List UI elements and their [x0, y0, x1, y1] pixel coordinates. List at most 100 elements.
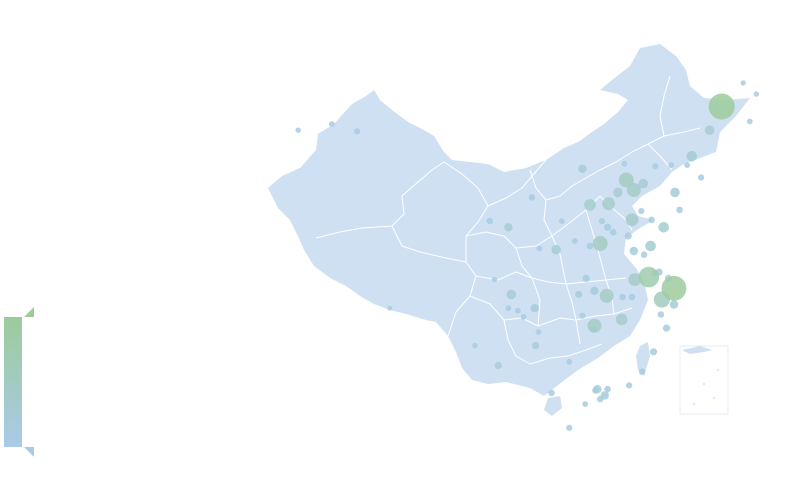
city-bubble[interactable] [600, 391, 609, 400]
inset-coast [682, 346, 712, 354]
city-bubble[interactable] [532, 342, 540, 350]
city-bubble[interactable] [506, 289, 517, 300]
city-bubble[interactable] [626, 183, 641, 197]
city-bubble[interactable] [621, 160, 628, 167]
inset-frame [679, 345, 729, 415]
city-bubble[interactable] [530, 304, 539, 313]
city-bubble[interactable] [662, 324, 671, 332]
city-bubble[interactable] [618, 172, 634, 188]
city-bubble[interactable] [613, 187, 623, 198]
city-bubble[interactable] [638, 178, 648, 189]
city-bubble[interactable] [575, 290, 583, 299]
city-bubble[interactable] [619, 293, 626, 301]
city-bubble[interactable] [328, 121, 335, 127]
city-bubble[interactable] [628, 273, 642, 286]
city-bubble[interactable] [638, 368, 646, 376]
city-bubble[interactable] [604, 223, 612, 231]
city-bubble[interactable] [592, 236, 608, 251]
city-bubble[interactable] [708, 93, 735, 120]
city-bubble[interactable] [584, 199, 596, 211]
legend-gradient-bar [4, 317, 22, 447]
city-bubble[interactable] [505, 305, 512, 312]
city-bubble[interactable] [354, 128, 361, 135]
city-bubble[interactable] [629, 246, 638, 256]
city-bubble[interactable] [746, 118, 753, 125]
city-bubble[interactable] [661, 275, 687, 301]
city-bubble[interactable] [753, 91, 759, 97]
city-bubble[interactable] [645, 240, 656, 252]
city-bubble[interactable] [295, 127, 301, 133]
city-bubble[interactable] [582, 401, 589, 407]
city-bubble[interactable] [640, 251, 648, 258]
city-bubble[interactable] [602, 197, 615, 211]
hainan-shape [544, 396, 562, 416]
city-bubble[interactable] [536, 245, 543, 252]
city-bubble[interactable] [615, 313, 628, 326]
city-bubble[interactable] [578, 164, 587, 173]
city-bubble[interactable] [593, 385, 602, 394]
province-border [515, 247, 541, 327]
city-bubble[interactable] [698, 174, 705, 181]
city-bubble[interactable] [582, 274, 590, 282]
city-bubble[interactable] [587, 318, 602, 333]
visual-map-legend[interactable] [0, 300, 40, 470]
city-bubble[interactable] [586, 242, 594, 250]
city-bubble[interactable] [486, 217, 494, 225]
taiwan-shape [636, 342, 650, 376]
city-bubble[interactable] [624, 232, 632, 240]
city-bubble[interactable] [590, 286, 599, 295]
city-bubble[interactable] [638, 208, 645, 215]
inset-island [703, 383, 705, 385]
city-bubble[interactable] [548, 389, 555, 397]
city-bubble[interactable] [504, 223, 513, 232]
province-border [475, 271, 627, 285]
city-bubble[interactable] [566, 358, 573, 365]
city-bubble[interactable] [625, 213, 639, 227]
province-border [503, 319, 603, 365]
inset-island [693, 403, 695, 405]
city-bubble[interactable] [491, 276, 498, 283]
province-border [465, 195, 601, 249]
city-bubble[interactable] [649, 348, 658, 356]
legend-min-handle[interactable] [24, 447, 34, 457]
city-bubble[interactable] [520, 314, 527, 320]
city-bubble[interactable] [626, 382, 633, 389]
city-bubble[interactable] [704, 125, 715, 135]
province-border [585, 209, 615, 315]
city-bubble[interactable] [535, 329, 542, 335]
city-bubble[interactable] [652, 163, 659, 170]
province-border [659, 75, 671, 137]
province-border [545, 127, 701, 201]
city-bubble[interactable] [572, 238, 578, 244]
city-bubble[interactable] [604, 385, 611, 393]
city-bubble[interactable] [657, 311, 665, 318]
city-bubble[interactable] [494, 361, 502, 370]
city-bubble[interactable] [669, 300, 679, 309]
city-bubble[interactable] [599, 288, 614, 303]
city-bubble[interactable] [610, 229, 617, 236]
city-bubble[interactable] [658, 222, 669, 233]
city-bubble[interactable] [551, 244, 561, 255]
city-bubble[interactable] [668, 162, 675, 169]
city-bubble[interactable] [598, 218, 606, 225]
city-bubble[interactable] [528, 194, 536, 201]
city-bubble[interactable] [579, 312, 586, 319]
legend-max-handle[interactable] [24, 307, 34, 317]
city-bubble[interactable] [387, 305, 393, 311]
city-bubble[interactable] [558, 218, 565, 225]
city-bubble[interactable] [686, 151, 698, 162]
city-bubble[interactable] [648, 216, 655, 224]
province-border [647, 143, 673, 171]
city-bubble[interactable] [670, 187, 680, 198]
province-border [487, 159, 547, 207]
city-bubble[interactable] [472, 342, 478, 349]
city-bubble[interactable] [566, 424, 573, 431]
city-bubble[interactable] [740, 80, 746, 86]
city-bubble[interactable] [684, 162, 690, 169]
city-bubble[interactable] [628, 293, 636, 301]
city-bubble[interactable] [676, 206, 683, 214]
city-bubble[interactable] [515, 307, 521, 314]
city-bubble[interactable] [638, 266, 660, 288]
